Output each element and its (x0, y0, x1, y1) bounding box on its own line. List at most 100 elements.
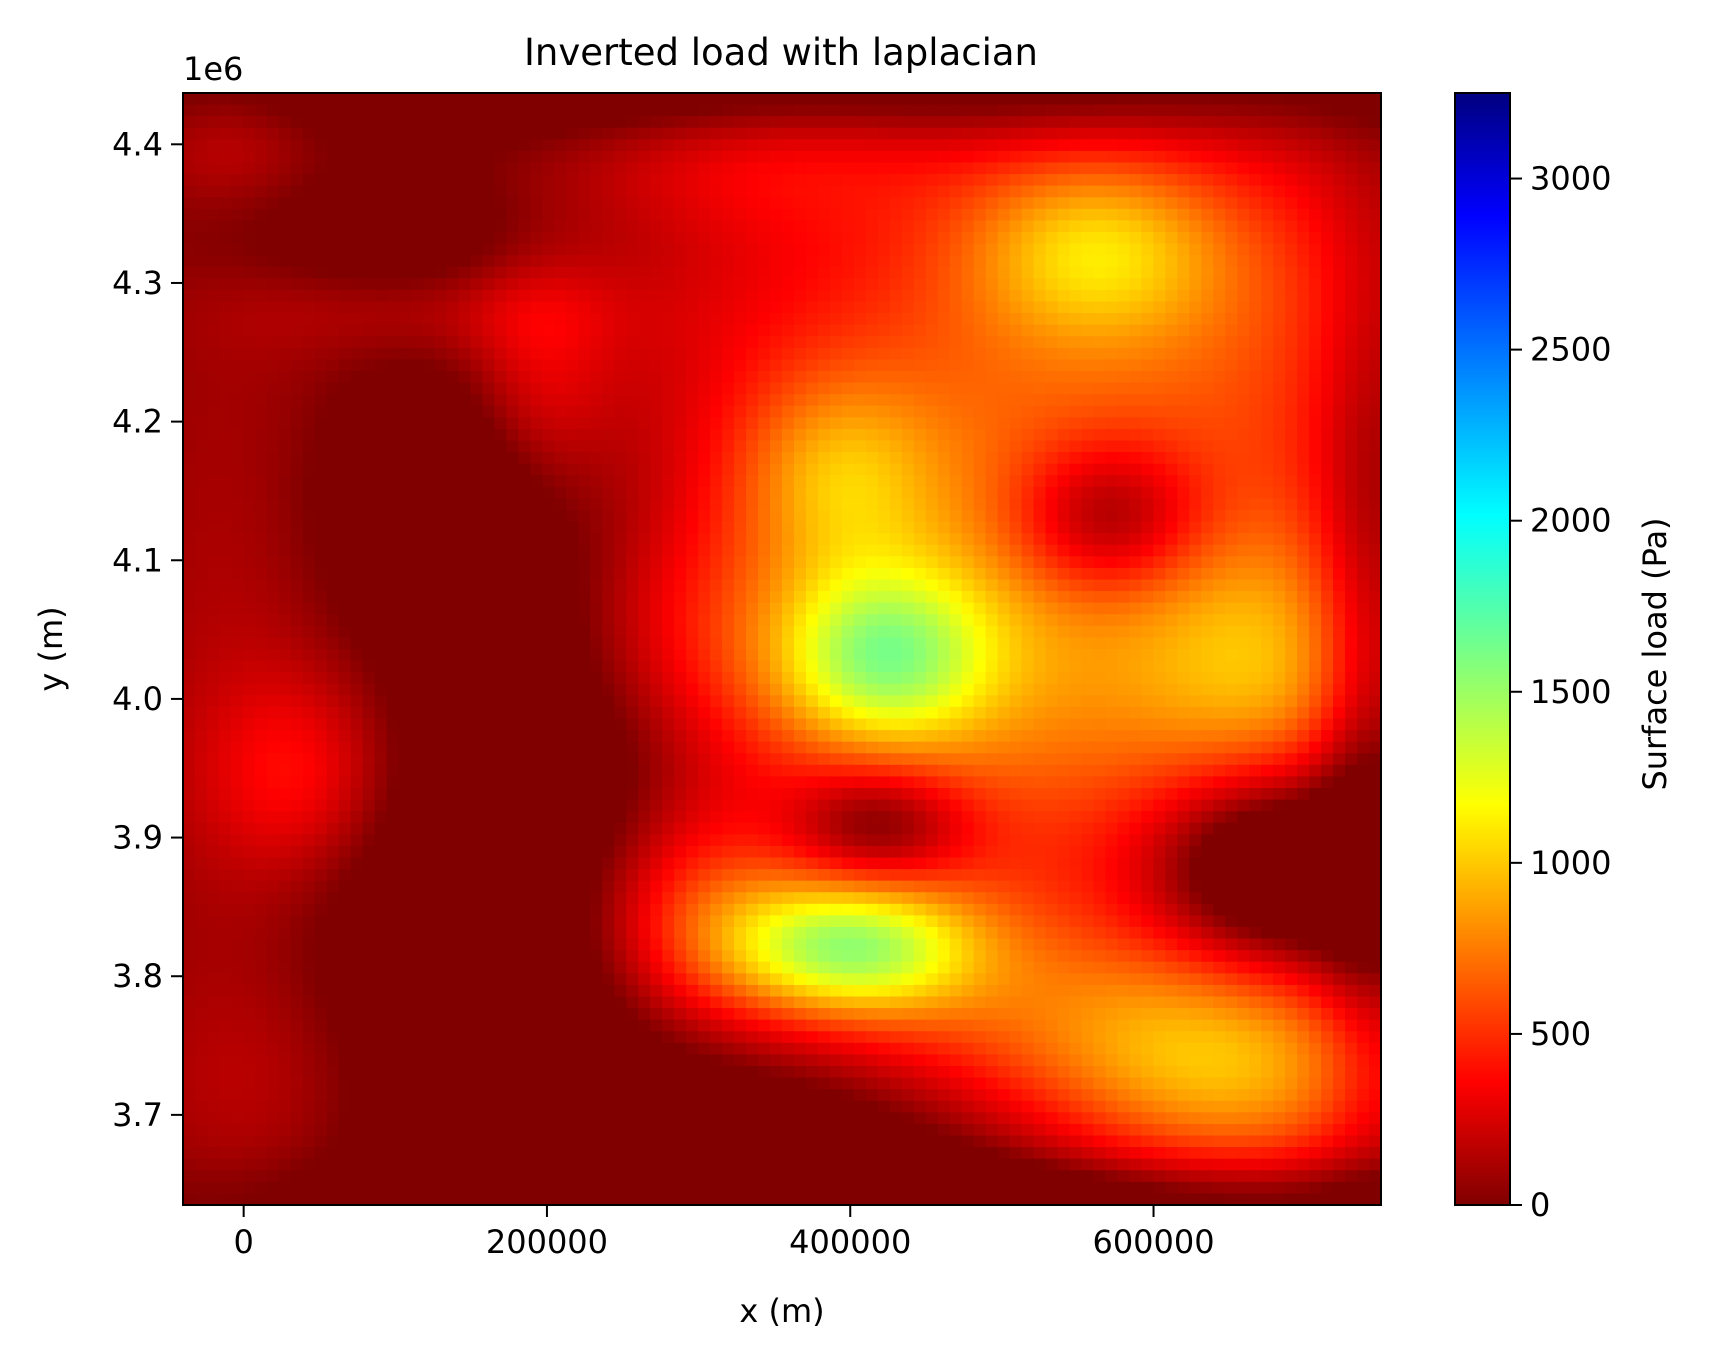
heatmap-cell (805, 93, 819, 106)
heatmap-cell (1285, 93, 1298, 106)
heatmap-cell (1129, 185, 1142, 198)
heatmap-cell (793, 347, 807, 361)
heatmap-cell (302, 533, 316, 546)
heatmap-cell (889, 440, 903, 453)
heatmap-cell (1177, 382, 1190, 395)
heatmap-cell (602, 289, 615, 303)
heatmap-cell (590, 382, 603, 395)
heatmap-cell (722, 405, 735, 418)
heatmap-cell (793, 417, 807, 430)
heatmap-cell (937, 556, 951, 569)
heatmap-cell (1261, 498, 1274, 511)
heatmap-cell (1261, 197, 1274, 210)
heatmap-cell (793, 637, 807, 650)
heatmap-cell (1285, 220, 1298, 233)
heatmap-cell (686, 278, 699, 291)
heatmap-cell (758, 162, 771, 175)
heatmap-cell (254, 220, 268, 233)
heatmap-cell (386, 185, 400, 198)
heatmap-cell (686, 313, 699, 326)
heatmap-cell (1057, 510, 1071, 523)
heatmap-cell (1333, 162, 1346, 175)
heatmap-cell (1081, 116, 1095, 129)
heatmap-cell (1261, 278, 1274, 291)
heatmap-cell (1153, 371, 1166, 384)
heatmap-cell (1165, 428, 1178, 442)
heatmap-cell (698, 475, 711, 488)
heatmap-cell (290, 313, 304, 326)
heatmap-cell (829, 405, 843, 418)
heatmap-cell (829, 150, 843, 164)
heatmap-cell (374, 591, 388, 604)
heatmap-cell (662, 266, 675, 279)
heatmap-cell (961, 162, 975, 175)
heatmap-cell (1333, 417, 1346, 430)
heatmap-cell (1057, 150, 1071, 164)
heatmap-cell (829, 579, 843, 592)
heatmap-cell (1009, 486, 1023, 500)
heatmap-cell (758, 278, 771, 291)
heatmap-cell (973, 649, 987, 662)
heatmap-cell (793, 440, 807, 453)
heatmap-cell (494, 371, 508, 384)
heatmap-cell (1117, 243, 1131, 256)
heatmap-cell (1069, 417, 1083, 430)
heatmap-cell (1033, 313, 1047, 326)
heatmap-cell (782, 440, 795, 453)
heatmap-cell (1297, 475, 1310, 488)
heatmap-cell (374, 556, 388, 569)
heatmap-cell (554, 475, 567, 488)
heatmap-cell (722, 104, 735, 117)
heatmap-cell (638, 162, 651, 175)
heatmap-cell (446, 614, 460, 627)
heatmap-cell (1165, 649, 1178, 662)
heatmap-cell (901, 475, 915, 488)
heatmap-cell (1333, 313, 1346, 326)
heatmap-cell (1093, 301, 1107, 314)
heatmap-cell (1081, 324, 1095, 337)
heatmap-cell (494, 452, 508, 465)
heatmap-cell (949, 371, 963, 384)
heatmap-cell (194, 197, 208, 210)
heatmap-cell (1225, 637, 1238, 650)
heatmap-cell (218, 486, 232, 500)
heatmap-cell (566, 232, 579, 245)
heatmap-cell (1249, 266, 1262, 279)
heatmap-cell (1285, 486, 1298, 500)
heatmap-cell (1021, 486, 1035, 500)
heatmap-cell (1057, 336, 1071, 349)
heatmap-cell (326, 162, 340, 175)
heatmap-cell (374, 498, 388, 511)
heatmap-cell (602, 371, 615, 384)
heatmap-cell (290, 452, 304, 465)
heatmap-cell (1249, 104, 1262, 117)
heatmap-cell (590, 405, 603, 418)
heatmap-cell (482, 544, 496, 557)
heatmap-cell (973, 567, 987, 581)
heatmap-cell (290, 649, 304, 662)
heatmap-cell (1357, 533, 1370, 546)
heatmap-cell (805, 174, 819, 187)
heatmap-cell (710, 313, 723, 326)
heatmap-cell (1129, 475, 1142, 488)
heatmap-cell (1045, 452, 1059, 465)
heatmap-cell (554, 510, 567, 523)
heatmap-cell (1141, 463, 1154, 476)
heatmap-cell (710, 567, 723, 581)
heatmap-cell (530, 625, 543, 639)
heatmap-cell (722, 174, 735, 187)
heatmap-cell (326, 486, 340, 500)
heatmap-cell (1153, 174, 1166, 187)
heatmap-cell (194, 463, 208, 476)
heatmap-cell (937, 510, 951, 523)
heatmap-cell (230, 625, 244, 639)
heatmap-cell (734, 220, 747, 233)
heatmap-cell (985, 208, 999, 222)
heatmap-cell (470, 162, 484, 175)
heatmap-cell (1333, 347, 1346, 361)
heatmap-cell (362, 150, 376, 164)
heatmap-cell (805, 104, 819, 117)
heatmap-cell (302, 486, 316, 500)
heatmap-cell (278, 150, 292, 164)
heatmap-cell (805, 359, 819, 372)
